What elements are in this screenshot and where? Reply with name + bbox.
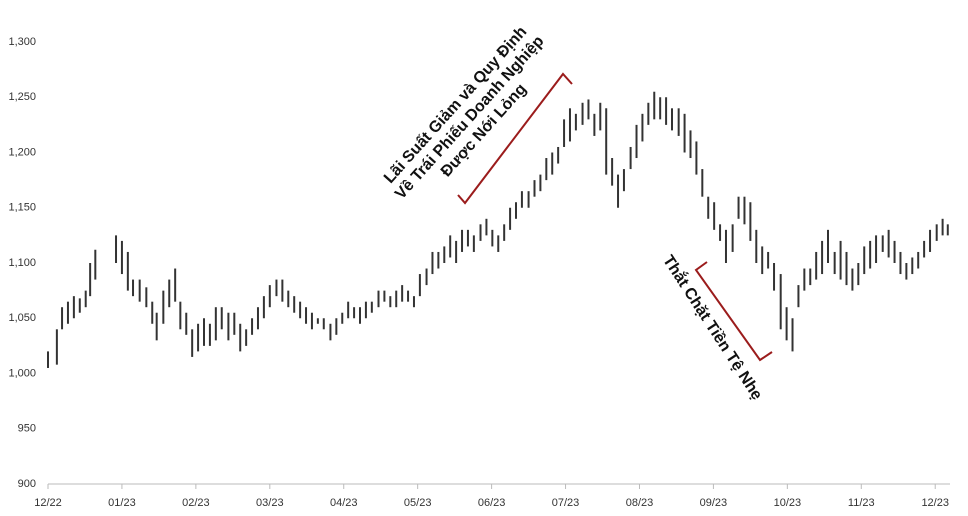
x-tick-label: 05/23: [404, 497, 432, 509]
annotation: Thắt Chặt Tiền Tệ Nhẹ: [659, 251, 767, 403]
x-tick-label: 12/22: [34, 497, 62, 509]
annotation-line: Thắt Chặt Tiền Tệ Nhẹ: [659, 251, 767, 403]
y-tick-label: 1,100: [8, 257, 36, 269]
bracket: [457, 72, 573, 205]
x-tick-label: 11/23: [848, 497, 875, 509]
x-tick-label: 02/23: [182, 497, 210, 509]
x-tick-label: 07/23: [552, 497, 580, 509]
y-tick-label: 1,150: [8, 202, 36, 214]
x-tick-label: 09/23: [700, 497, 728, 509]
annotation-line: Về Trái Phiếu Doanh Nghiệp: [392, 33, 548, 203]
y-tick-label: 950: [18, 423, 36, 435]
x-tick-label: 12/23: [921, 497, 949, 509]
x-tick-label: 03/23: [256, 497, 284, 509]
bracket: [694, 261, 773, 362]
x-tick-label: 04/23: [330, 497, 358, 509]
y-tick-label: 1,250: [8, 91, 36, 103]
y-tick-label: 900: [18, 478, 36, 490]
y-tick-label: 1,050: [8, 312, 36, 324]
x-tick-label: 10/23: [774, 497, 802, 509]
y-tick-label: 1,000: [8, 367, 36, 379]
x-tick-label: 01/23: [108, 497, 136, 509]
y-tick-label: 1,300: [8, 36, 36, 48]
x-tick-label: 08/23: [626, 497, 654, 509]
y-tick-label: 1,200: [8, 146, 36, 158]
x-tick-label: 06/23: [478, 497, 506, 509]
